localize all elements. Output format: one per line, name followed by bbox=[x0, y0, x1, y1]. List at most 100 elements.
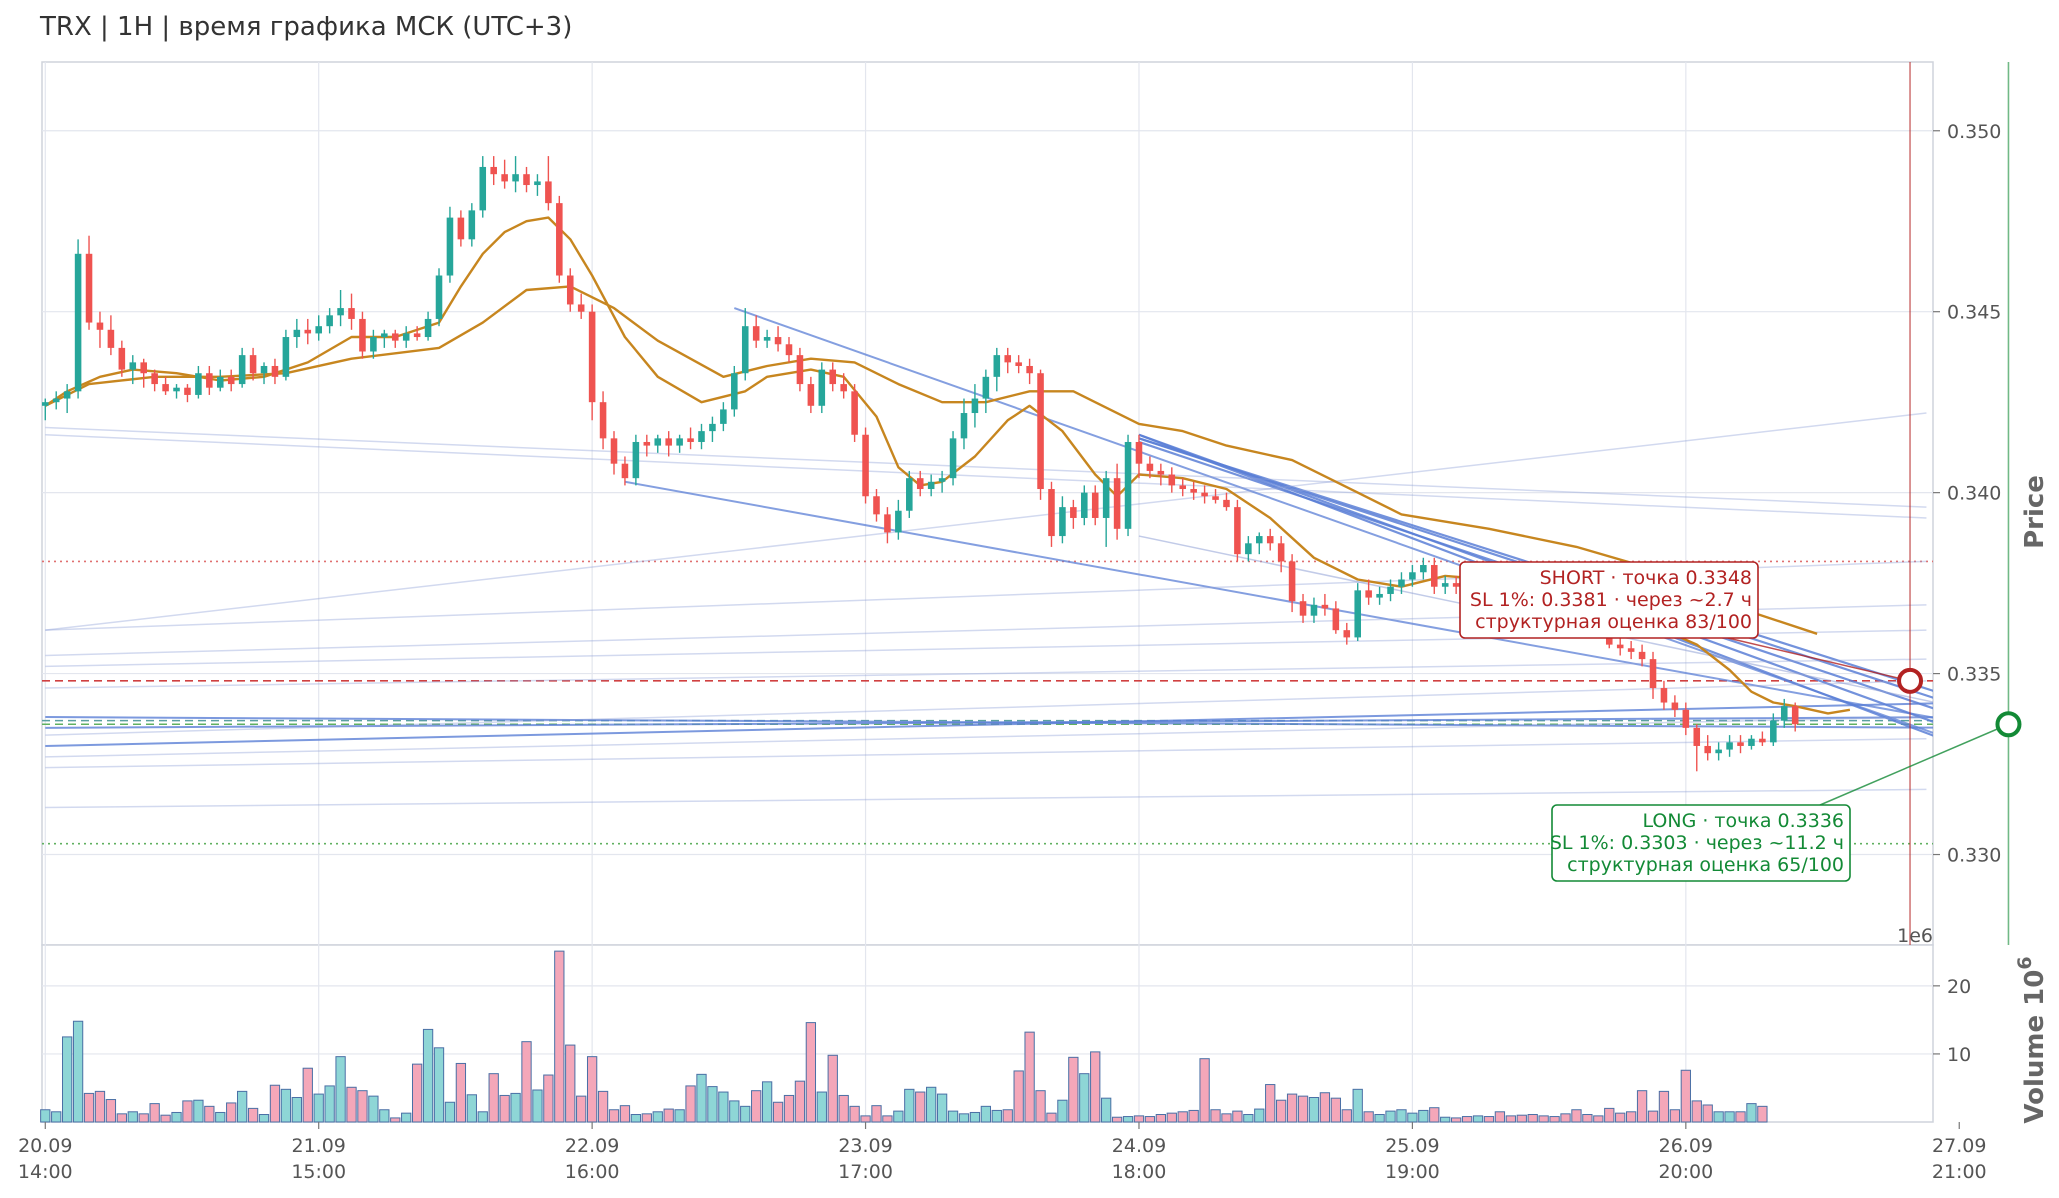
candle-body bbox=[807, 384, 815, 406]
volume-bar bbox=[1308, 1096, 1320, 1123]
volume-bar bbox=[1144, 1116, 1156, 1123]
candle-body bbox=[195, 373, 202, 395]
candle-body bbox=[1649, 659, 1657, 689]
candle-body bbox=[1245, 543, 1252, 555]
candle-body bbox=[1693, 727, 1701, 746]
volume-bar bbox=[1199, 1058, 1210, 1123]
volume-bar bbox=[630, 1114, 642, 1123]
candle-body bbox=[216, 376, 224, 388]
volume-axis-label: Volume 106 bbox=[2014, 956, 2050, 1123]
x-tick-label-date: 20.09 bbox=[18, 1135, 72, 1157]
volume-bar bbox=[652, 1111, 663, 1123]
candle-body bbox=[1179, 485, 1187, 490]
candle-body bbox=[1671, 702, 1679, 710]
candle-body bbox=[501, 174, 508, 182]
volume-bar bbox=[1057, 1099, 1068, 1123]
volume-bar bbox=[1330, 1097, 1341, 1123]
volume-bar bbox=[1385, 1110, 1396, 1123]
volume-bar bbox=[1549, 1116, 1560, 1123]
candle-body bbox=[118, 347, 126, 370]
candle-body bbox=[884, 514, 891, 533]
volume-bar bbox=[291, 1096, 302, 1123]
volume-bar bbox=[969, 1111, 981, 1123]
short-annotation-line: SHORT · точка 0.3348 bbox=[1540, 567, 1752, 589]
volume-bar bbox=[827, 1054, 838, 1123]
volume-bar bbox=[926, 1086, 937, 1123]
candle-body bbox=[610, 438, 618, 464]
volume-bar bbox=[915, 1091, 926, 1123]
candle-body bbox=[238, 355, 246, 385]
short-annotation-line: структурная оценка 83/100 bbox=[1475, 611, 1752, 633]
volume-bar bbox=[149, 1103, 160, 1123]
volume-bar bbox=[849, 1105, 860, 1123]
volume-bar bbox=[1461, 1116, 1473, 1123]
candle-body bbox=[949, 438, 957, 479]
candle-body bbox=[785, 344, 793, 356]
volume-bar bbox=[1046, 1112, 1057, 1123]
volume-bar bbox=[619, 1105, 631, 1123]
candle-body bbox=[1277, 543, 1285, 562]
volume-bar bbox=[1735, 1111, 1746, 1123]
volume-bar bbox=[368, 1095, 379, 1123]
volume-bar bbox=[1615, 1112, 1626, 1123]
long-entry-marker bbox=[1995, 711, 2022, 738]
x-tick-label-time: 21:00 bbox=[1932, 1161, 1987, 1183]
candle-body bbox=[249, 355, 257, 374]
volume-bar bbox=[455, 1062, 467, 1123]
candle-body bbox=[151, 373, 158, 385]
volume-bar bbox=[1407, 1112, 1418, 1123]
volume-bar bbox=[466, 1094, 477, 1123]
volume-bar bbox=[1090, 1051, 1101, 1123]
candle-body bbox=[1004, 355, 1012, 363]
candle-body bbox=[1288, 561, 1296, 602]
candle-body bbox=[731, 373, 738, 410]
volume-bar bbox=[280, 1088, 292, 1123]
candle-body bbox=[370, 337, 377, 352]
volume-bar bbox=[1440, 1116, 1451, 1123]
candle-body bbox=[1266, 536, 1274, 544]
candle-body bbox=[971, 398, 979, 414]
volume-bar bbox=[685, 1085, 696, 1123]
candle-body bbox=[348, 308, 355, 319]
candle-body bbox=[1332, 608, 1340, 631]
candle-body bbox=[1135, 441, 1143, 464]
volume-bar bbox=[1122, 1116, 1134, 1123]
candle-body bbox=[1070, 507, 1077, 518]
volume-bar bbox=[499, 1094, 510, 1123]
volume-bar bbox=[1319, 1092, 1331, 1123]
candle-body bbox=[1365, 590, 1372, 598]
candle-body bbox=[873, 496, 880, 515]
candle-body bbox=[1310, 604, 1318, 616]
candle-body bbox=[337, 308, 344, 316]
volume-bar bbox=[947, 1110, 959, 1123]
chart-title: TRX | 1H | время графика МСК (UTC+3) bbox=[40, 12, 573, 42]
volume-bar bbox=[1538, 1115, 1549, 1123]
volume-bar bbox=[477, 1111, 488, 1123]
candle-body bbox=[1321, 604, 1329, 609]
candle-body bbox=[545, 181, 552, 204]
candle-body bbox=[906, 478, 913, 511]
x-tick-label-date: 26.09 bbox=[1659, 1135, 1713, 1157]
x-tick-label-time: 14:00 bbox=[18, 1161, 73, 1183]
volume-bar bbox=[401, 1112, 412, 1123]
volume-bar bbox=[1243, 1114, 1254, 1123]
y-axis-label: Price bbox=[2020, 475, 2050, 549]
x-tick-label-time: 16:00 bbox=[565, 1161, 620, 1183]
volume-bar bbox=[269, 1084, 281, 1123]
volume-bar bbox=[1111, 1116, 1123, 1123]
candle-body bbox=[490, 166, 497, 175]
candle-body bbox=[1726, 742, 1733, 750]
volume-bar bbox=[1352, 1088, 1363, 1123]
candle-body bbox=[184, 387, 191, 395]
volume-bar bbox=[1429, 1107, 1440, 1123]
volume-bar bbox=[1374, 1114, 1385, 1123]
volume-bar bbox=[1166, 1112, 1177, 1123]
candle-body bbox=[556, 203, 563, 276]
volume-bar bbox=[1297, 1095, 1309, 1123]
volume-bar bbox=[1155, 1114, 1166, 1123]
volume-bar bbox=[1024, 1031, 1035, 1123]
volume-bar bbox=[554, 950, 565, 1123]
candle-body bbox=[402, 333, 410, 341]
long-annotation-line: структурная оценка 65/100 bbox=[1567, 854, 1844, 876]
volume-exponent-power: 6 bbox=[2014, 956, 2036, 969]
